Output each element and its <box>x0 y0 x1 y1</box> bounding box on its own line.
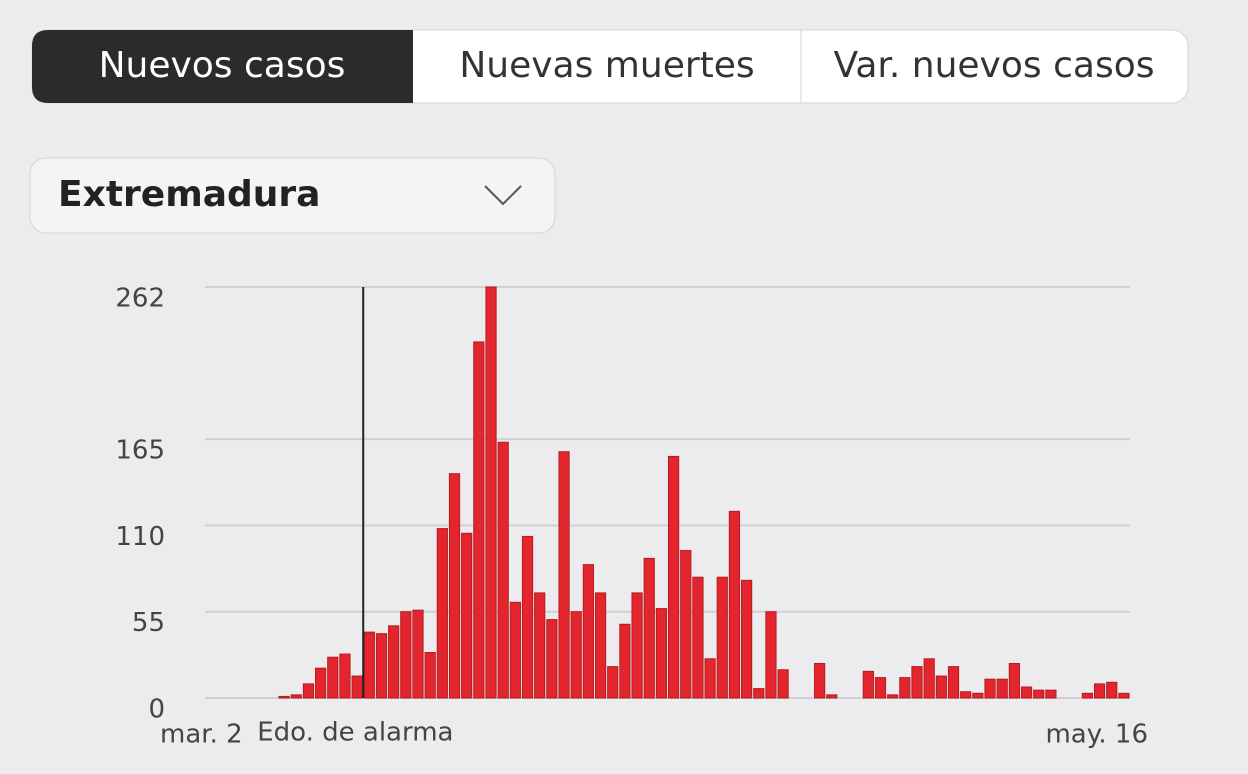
bar <box>485 286 497 699</box>
bar <box>461 532 473 699</box>
bar <box>935 675 947 699</box>
bar <box>1033 689 1045 699</box>
tab-active-bg <box>32 30 413 103</box>
bar <box>716 576 728 699</box>
bar <box>351 675 363 699</box>
bar <box>363 631 375 699</box>
x-tick-label: mar. 2 <box>160 720 243 750</box>
bar <box>911 666 923 699</box>
bar <box>984 678 996 699</box>
tab[interactable]: Nuevas muertes <box>459 45 754 86</box>
bar <box>680 550 692 699</box>
region-dropdown[interactable] <box>29 157 556 234</box>
bar <box>497 441 509 699</box>
bar <box>972 692 984 699</box>
bar <box>1093 683 1106 699</box>
bar <box>1020 686 1033 699</box>
dropdown-chevron <box>484 185 522 206</box>
bar <box>777 669 789 699</box>
dropdown-value: Extremadura <box>58 174 320 215</box>
bar <box>643 557 655 699</box>
bar <box>1045 689 1057 699</box>
bar <box>1008 662 1020 699</box>
bar <box>448 473 461 699</box>
bar <box>339 653 351 699</box>
bar <box>862 670 874 699</box>
bar <box>814 662 826 699</box>
bar <box>631 592 643 699</box>
annotation-label: Edo. de alarma <box>257 718 453 748</box>
bar <box>509 601 521 699</box>
bar <box>887 694 899 699</box>
bar <box>947 666 960 699</box>
bar <box>582 564 594 699</box>
y-tick-label: 262 <box>115 284 165 314</box>
bar <box>667 455 680 699</box>
bar <box>728 510 741 699</box>
bar <box>899 677 911 699</box>
bar <box>315 667 327 699</box>
bar <box>753 688 765 699</box>
chart: 0 55 110 165 262 mar. 2 may. 16 Edo. de alarma <box>115 284 1148 750</box>
x-tick-label: may. 16 <box>1045 720 1148 750</box>
bar <box>1118 692 1130 699</box>
bar <box>546 619 558 699</box>
y-tick-label: 110 <box>115 522 165 552</box>
bar <box>619 623 631 699</box>
y-tick-label: 55 <box>132 608 165 638</box>
bar <box>874 677 887 699</box>
bar <box>436 528 448 699</box>
bar <box>278 695 290 699</box>
bar <box>704 658 716 699</box>
bar <box>1081 692 1094 699</box>
tab[interactable]: Nuevos casos <box>99 45 346 86</box>
bar <box>424 652 436 699</box>
bar <box>570 611 582 699</box>
bar <box>692 576 704 699</box>
bar <box>996 678 1008 699</box>
bar <box>826 694 838 699</box>
tab[interactable]: Var. nuevos casos <box>834 45 1155 86</box>
bar <box>960 691 972 699</box>
bar <box>327 656 339 699</box>
bar <box>1106 681 1118 699</box>
bar <box>607 666 619 699</box>
bar <box>375 633 388 699</box>
bar <box>765 611 777 699</box>
y-tick-label: 165 <box>115 436 165 466</box>
bar <box>290 694 302 699</box>
bar <box>655 608 668 699</box>
bar <box>741 579 753 699</box>
bar <box>594 592 607 699</box>
bar <box>534 592 546 699</box>
bar <box>521 535 534 699</box>
bar <box>302 683 315 699</box>
bar <box>473 341 485 699</box>
bar <box>388 625 400 699</box>
bar <box>923 658 935 699</box>
bar <box>400 611 412 699</box>
bar <box>412 609 424 699</box>
bar <box>558 451 570 699</box>
y-tick-label: 0 <box>148 695 165 725</box>
